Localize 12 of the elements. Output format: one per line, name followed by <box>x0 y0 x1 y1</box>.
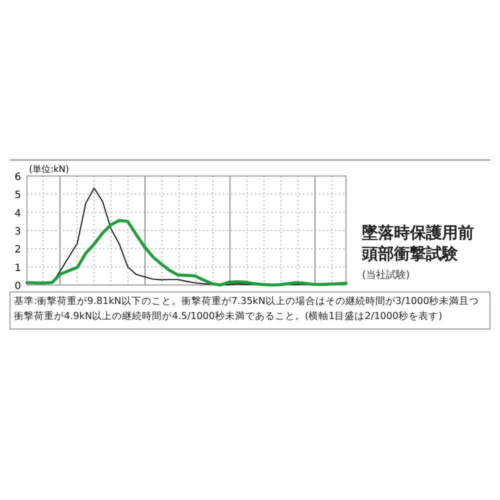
y-tick-label: 5 <box>14 190 21 202</box>
y-tick-label: 0 <box>14 281 21 292</box>
y-tick-label: 3 <box>14 226 21 238</box>
text: 基準:衝撃荷重が9.81kN以下のこと。衝撃荷重が7.35kN以上の場合はその継続時間が3/1000秒未満且つ衝撃荷重が4.9kN以上の継続時間が4.5/1000秒未満であること。(横軸1目盛は2/1000秒を表す) <box>14 295 480 324</box>
y-axis-title: (単位:kN) <box>29 164 69 175</box>
line-series <box>26 219 348 286</box>
text: (当社試験) <box>362 268 410 282</box>
y-tick-label: 2 <box>14 244 21 256</box>
y-tick-label: 1 <box>14 262 21 274</box>
y-tick-label: 4 <box>14 208 21 220</box>
text: 墜落時保護用前頭部衝撃試験 <box>362 222 475 264</box>
y-tick-label: 6 <box>14 172 21 183</box>
